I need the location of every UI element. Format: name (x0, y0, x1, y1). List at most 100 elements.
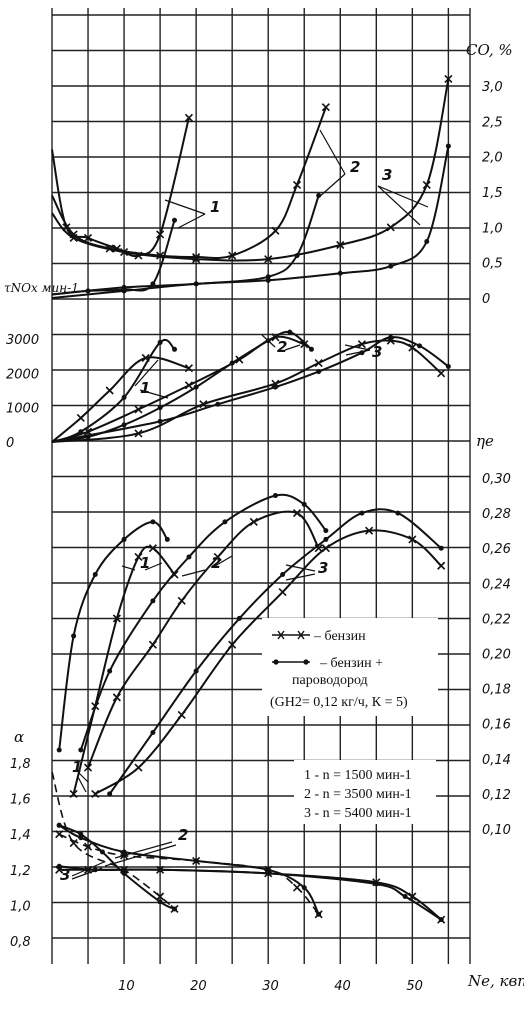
eff-point-hydrogen (150, 729, 156, 735)
curve-label-leader (345, 349, 371, 356)
alpha-point-hydrogen (56, 863, 62, 869)
alpha-point-hydrogen (438, 917, 444, 923)
nox-point-petrol (105, 386, 114, 395)
co-point-hydrogen (193, 281, 199, 287)
nox-point-hydrogen (215, 401, 221, 407)
co-point-hydrogen (172, 217, 178, 223)
co-point-hydrogen (265, 277, 271, 283)
alpha-point-hydrogen (157, 899, 163, 905)
speed-legend-1: 1 - n = 1500 мин-1 (304, 768, 412, 783)
nox-point-hydrogen (193, 384, 199, 390)
curve-label-leader (164, 199, 206, 215)
curve-label-leader (144, 562, 163, 571)
alpha-ytick: 1,4 (10, 828, 31, 843)
alpha-point-hydrogen (56, 822, 62, 828)
legend-hydrogen-text-1: – бензин + (319, 656, 383, 671)
speed-legend: 1 - n = 1500 мин-1 2 - n = 3500 мин-1 3 … (294, 760, 436, 824)
legend-hydrogen-marker-left (273, 659, 279, 665)
eff-point-hydrogen (107, 668, 113, 674)
speed-legend-3: 3 - n = 5400 мин-1 (304, 806, 412, 821)
alpha-ytick: 1,2 (10, 864, 31, 879)
eff-point-hydrogen (359, 510, 365, 516)
nox-point-hydrogen (172, 346, 178, 352)
nox-point-petrol (357, 340, 366, 349)
nox-point-hydrogen (121, 394, 127, 400)
co-ytick: 1,5 (482, 186, 503, 201)
legend-petrol-text: – бензин (313, 629, 366, 644)
co-point-petrol (184, 113, 193, 122)
curve-number-label: 2 (350, 158, 360, 176)
eff-ytick: 0,20 (482, 648, 511, 663)
eff-point-hydrogen (395, 510, 401, 516)
co-ytick: 2,5 (482, 115, 503, 130)
eff-curve-3-hydrogen (108, 508, 442, 795)
curve-number-label: 2 (211, 554, 221, 572)
eff-ytick: 0,22 (482, 612, 511, 627)
eff-point-hydrogen (236, 615, 242, 621)
eff-point-petrol (177, 596, 186, 605)
co-ytick: 1,0 (482, 221, 503, 236)
axis-ticks: 3,0 2,5 2,0 1,5 1,0 0,5 0 3000 2000 1000 0 0,30 0,28… (6, 80, 511, 994)
co-ytick: 3,0 (482, 80, 503, 95)
eff-ytick: 0,10 (482, 823, 511, 838)
x-tick: 30 (262, 979, 279, 994)
eff-point-petrol (365, 526, 374, 535)
co-point-petrol (120, 248, 129, 257)
co-point-hydrogen (121, 284, 127, 290)
chart-grid (51, 8, 471, 964)
legend-hydrogen-marker-right (303, 659, 309, 665)
legend-hydrogen-text-3: (GH2= 0,12 кг/ч, К = 5) (270, 695, 408, 710)
nox-ytick: 3000 (6, 333, 39, 348)
eff-ytick: 0,26 (482, 542, 511, 557)
co-point-hydrogen (337, 270, 343, 276)
eff-point-petrol (249, 517, 258, 526)
alpha-ytick: 1,8 (10, 757, 31, 772)
nox-ytick: 2000 (6, 367, 39, 382)
eff-point-hydrogen (193, 668, 199, 674)
alpha-point-hydrogen (78, 835, 84, 841)
eff-point-petrol (321, 544, 330, 553)
eff-point-hydrogen (280, 572, 286, 578)
eff-point-petrol (83, 763, 93, 772)
eff-point-hydrogen (186, 554, 192, 560)
speed-legend-background (294, 760, 436, 824)
curve-label-leader (77, 776, 87, 793)
curve-label-leader (214, 555, 233, 567)
alpha-axis-title: α (14, 728, 24, 746)
curve-label-leader (319, 129, 346, 175)
alpha-point-hydrogen (265, 870, 271, 876)
x-tick: 40 (334, 979, 351, 994)
x-axis-title: Ne, квт (467, 972, 524, 990)
co-point-petrol (83, 233, 93, 242)
curve-label-leader (317, 173, 346, 199)
alpha-point-hydrogen (193, 858, 199, 864)
eff-point-petrol (228, 640, 237, 649)
eff-point-petrol (134, 552, 143, 562)
co-point-hydrogen (424, 238, 430, 244)
curve-number-label: 1 (140, 554, 150, 572)
curve-label-leader (181, 569, 206, 577)
eff-point-hydrogen (272, 493, 278, 499)
curve-label-leader (134, 359, 159, 387)
nox-point-petrol (437, 369, 446, 378)
co-point-petrol (336, 240, 345, 250)
efficiency-axis-title: ηе (476, 432, 494, 450)
alpha-point-hydrogen (373, 881, 379, 887)
alpha-point-petrol (292, 883, 302, 892)
curve-number-label: 1 (140, 379, 150, 397)
nox-axis-title: τNOx мин-1 (4, 281, 79, 295)
nox-point-hydrogen (316, 369, 322, 375)
curve-label-leader (261, 334, 276, 348)
co-point-hydrogen (388, 263, 394, 269)
co-point-petrol (156, 230, 165, 239)
eff-point-hydrogen (92, 572, 98, 578)
curve-label-leader (114, 841, 173, 859)
co-point-hydrogen (265, 274, 271, 280)
eff-point-petrol (134, 763, 143, 772)
nox-point-petrol (134, 405, 143, 414)
nox-point-hydrogen (229, 360, 235, 366)
alpha-ytick: 1,6 (10, 793, 31, 808)
eff-point-petrol (91, 789, 100, 798)
co-ytick: 2,0 (482, 151, 503, 166)
